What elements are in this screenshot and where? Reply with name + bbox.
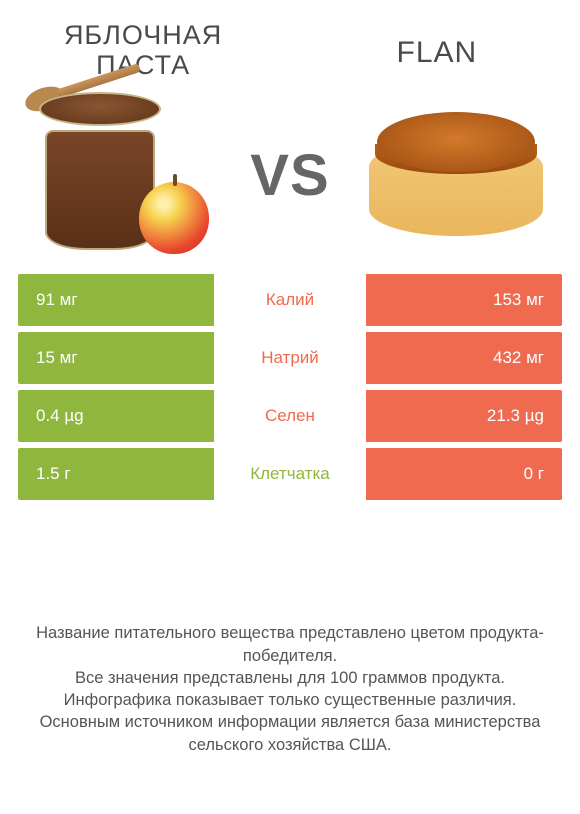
jar-icon [45, 130, 155, 250]
comparison-table: 91 мг Калий 153 мг 15 мг Натрий 432 мг 0… [18, 274, 562, 500]
value-right: 432 мг [366, 332, 562, 384]
value-right: 21.3 µg [366, 390, 562, 442]
footer-line: Инфографика показывает только существенн… [30, 689, 550, 711]
jar-top-icon [39, 92, 161, 126]
nutrient-label: Клетчатка [214, 448, 366, 500]
nutrient-label: Селен [214, 390, 366, 442]
footer-line: Основным источником информации является … [30, 711, 550, 756]
value-left: 0.4 µg [18, 390, 214, 442]
nutrient-label: Калий [214, 274, 366, 326]
value-right: 153 мг [366, 274, 562, 326]
vs-label: VS [230, 142, 350, 209]
product-right-illustration [350, 100, 562, 250]
value-left: 91 мг [18, 274, 214, 326]
apple-icon [139, 182, 209, 254]
footer-line: Все значения представлены для 100 граммо… [30, 667, 550, 689]
value-left: 1.5 г [18, 448, 214, 500]
nutrient-label: Натрий [214, 332, 366, 384]
table-row: 91 мг Калий 153 мг [18, 274, 562, 326]
title-right: FLAN [312, 20, 562, 70]
footer-notes: Название питательного вещества представл… [30, 622, 550, 756]
title-left: ЯБЛОЧНАЯ ПАСТА [18, 20, 268, 80]
product-left-illustration [18, 90, 230, 260]
hero-row: VS [18, 80, 562, 270]
value-right: 0 г [366, 448, 562, 500]
table-row: 15 мг Натрий 432 мг [18, 332, 562, 384]
footer-line: Название питательного вещества представл… [30, 622, 550, 667]
table-row: 0.4 µg Селен 21.3 µg [18, 390, 562, 442]
table-row: 1.5 г Клетчатка 0 г [18, 448, 562, 500]
value-left: 15 мг [18, 332, 214, 384]
